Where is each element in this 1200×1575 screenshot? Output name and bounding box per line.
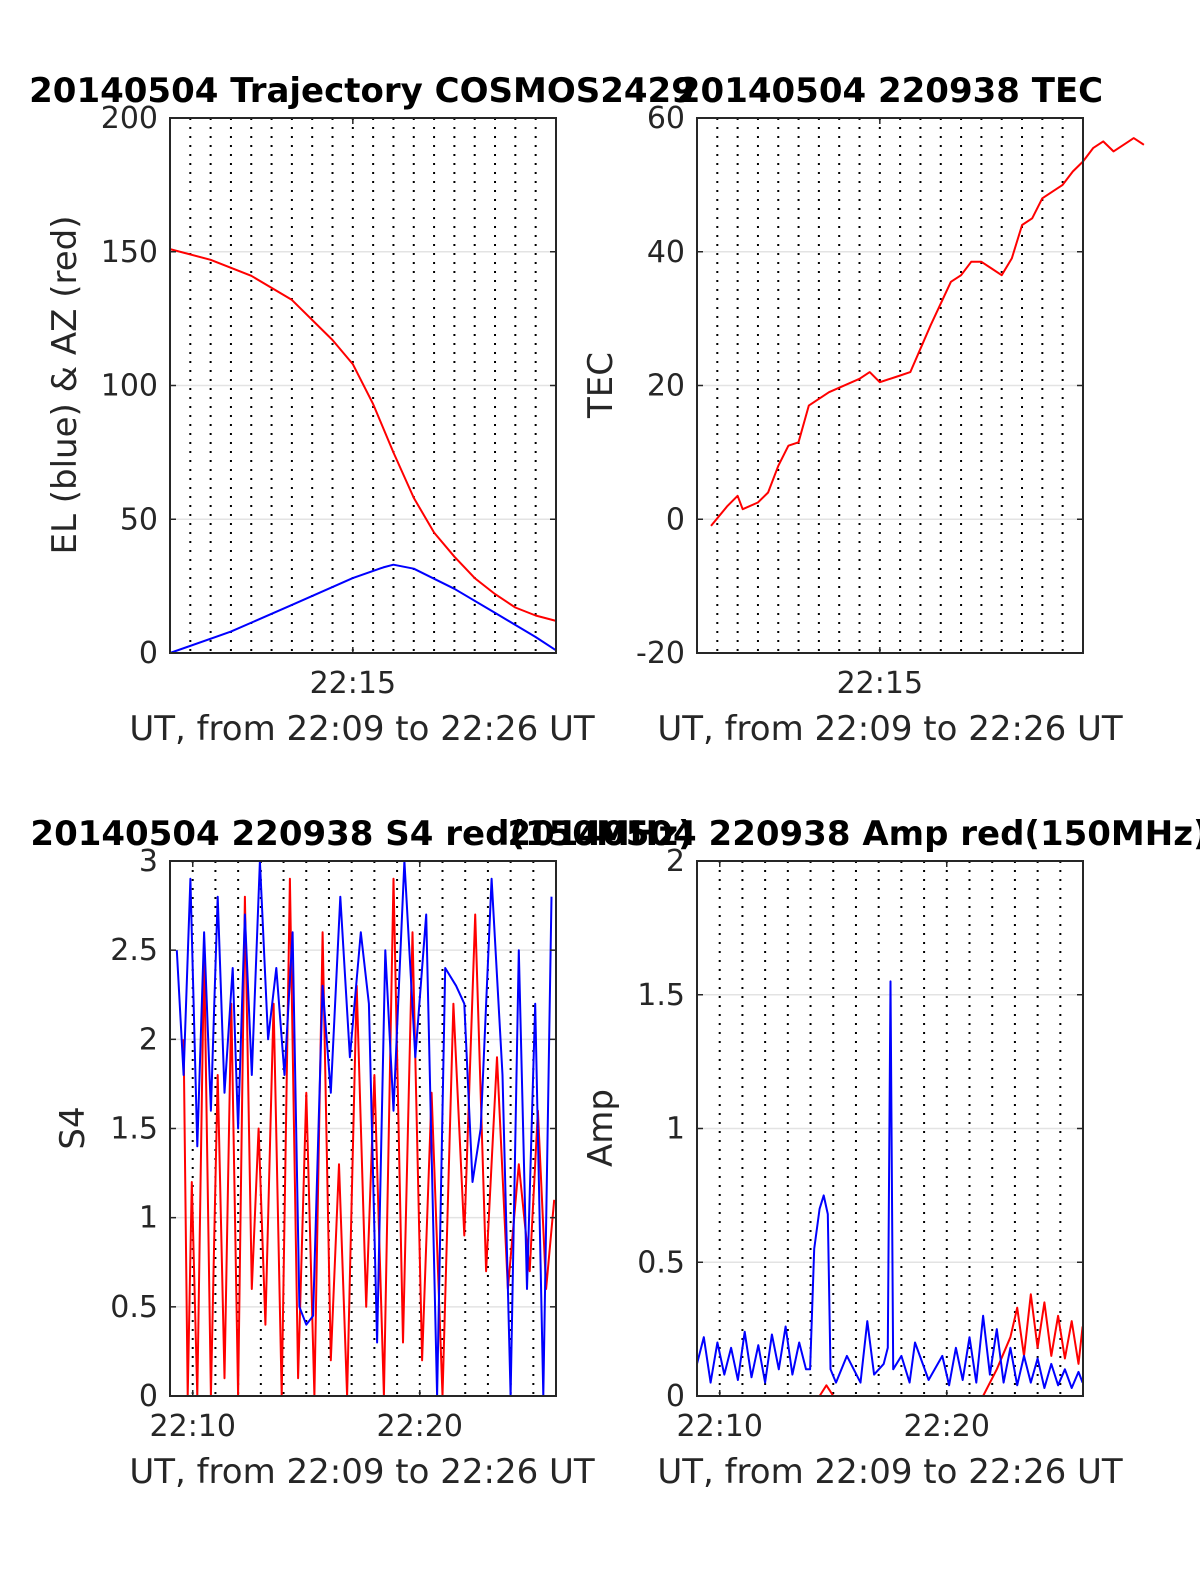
- y-tick-label: 150: [101, 235, 158, 270]
- y-tick-label: 200: [101, 101, 158, 136]
- x-tick-label: 22:20: [377, 1409, 463, 1444]
- axes-frame: [169, 117, 557, 654]
- axes-layer: 0 0.5 1 1.5 2 2.5 3 22:10 22:20: [110, 844, 557, 1444]
- y-tick-label: 60: [647, 101, 685, 136]
- panel-s4: 0 0.5 1 1.5 2 2.5 3 22:10 22:20 20140504 220938 …: [30, 814, 693, 1492]
- y-tick-label: 0: [139, 636, 158, 671]
- y-axis-label: TEC: [581, 352, 621, 419]
- y-axis-label: S4: [53, 1106, 93, 1149]
- x-axis-label: UT, from 22:09 to 22:26 UT: [657, 1452, 1123, 1492]
- grid-layer: [170, 861, 556, 1396]
- series-line: [696, 980, 1084, 1389]
- x-axis-label: UT, from 22:09 to 22:26 UT: [657, 709, 1123, 749]
- axes-frame: [696, 117, 1084, 654]
- x-tick-label: 22:10: [677, 1409, 763, 1444]
- y-tick-label: 1: [666, 1112, 685, 1147]
- grid-layer: [697, 118, 1083, 653]
- series-line: [182, 877, 556, 1397]
- axes-frame: [169, 860, 557, 1397]
- chart-title: 20140504 220938 Amp red(150MHz): [507, 814, 1200, 854]
- y-tick-label: 0.5: [110, 1290, 158, 1325]
- series-layer: [710, 137, 1145, 527]
- y-tick-label: 0: [666, 502, 685, 537]
- series-line: [169, 248, 557, 622]
- y-tick-label: 0: [666, 1379, 685, 1414]
- y-tick-label: 50: [120, 502, 158, 537]
- series-layer: [696, 980, 1084, 1397]
- y-axis-label: EL (blue) & AZ (red): [45, 215, 85, 554]
- x-tick-label: 22:15: [310, 666, 396, 701]
- series-line: [169, 563, 557, 654]
- x-axis-label: UT, from 22:09 to 22:26 UT: [129, 709, 595, 749]
- axes-layer: 0 50 100 150 200 22:15: [101, 101, 557, 701]
- series-line: [175, 860, 553, 1397]
- y-tick-label: 100: [101, 369, 158, 404]
- y-axis-label: Amp: [581, 1089, 621, 1167]
- y-tick-label: 0: [139, 1379, 158, 1414]
- axes-frame: [696, 860, 1084, 1397]
- y-tick-label: 20: [647, 369, 685, 404]
- y-tick-label: 1.5: [110, 1112, 158, 1147]
- panel-tec: -20 0 20 40 60 22:15 20140504 220938 TEC UT, …: [581, 71, 1145, 749]
- chart-title: 20140504 Trajectory COSMOS2429: [29, 71, 695, 111]
- chart-title: 20140504 220938 TEC: [677, 71, 1103, 111]
- y-tick-label: 0.5: [637, 1245, 685, 1280]
- axes-layer: 0 0.5 1 1.5 2 22:10 22:20: [637, 844, 1084, 1444]
- panel-amp: 0 0.5 1 1.5 2 22:10 22:20 20140504 220938 Amp …: [507, 814, 1200, 1492]
- x-tick-label: 22:20: [904, 1409, 990, 1444]
- y-tick-label: -20: [636, 636, 685, 671]
- series-layer: [175, 860, 556, 1397]
- y-tick-label: 2: [666, 844, 685, 879]
- x-axis-label: UT, from 22:09 to 22:26 UT: [129, 1452, 595, 1492]
- y-tick-label: 2: [139, 1022, 158, 1057]
- axes-layer: -20 0 20 40 60 22:15: [636, 101, 1084, 701]
- y-tick-label: 1: [139, 1201, 158, 1236]
- y-tick-label: 1.5: [637, 978, 685, 1013]
- chart-title: 20140504 220938 S4 red(150MHz): [30, 814, 693, 854]
- series-line: [710, 137, 1145, 527]
- x-tick-label: 22:15: [837, 666, 923, 701]
- y-tick-label: 2.5: [110, 933, 158, 968]
- y-tick-label: 3: [139, 844, 158, 879]
- y-tick-label: 40: [647, 235, 685, 270]
- x-tick-label: 22:10: [150, 1409, 236, 1444]
- series-layer: [169, 248, 557, 654]
